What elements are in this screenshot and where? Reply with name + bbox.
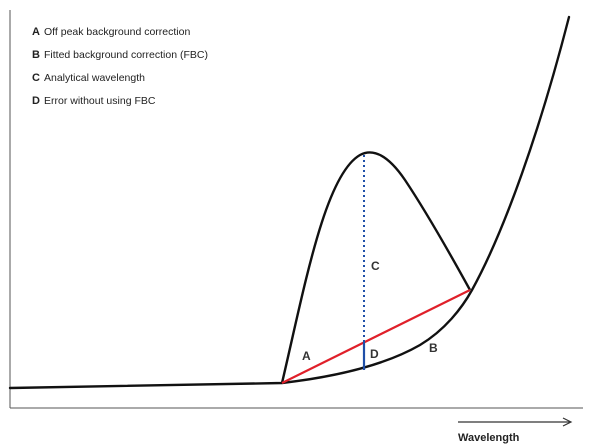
wavelength-arrow	[458, 417, 573, 427]
legend-key-d: D	[32, 95, 40, 107]
legend-item-b: B Fitted background correction (FBC)	[32, 49, 208, 61]
legend-key-a: A	[32, 26, 40, 38]
label-c: C	[371, 259, 380, 273]
legend-item-a: A Off peak background correction	[32, 26, 190, 38]
legend-text-d: Error without using FBC	[44, 95, 156, 107]
x-axis-label: Wavelength	[458, 432, 520, 444]
label-d: D	[370, 347, 379, 361]
legend: A Off peak background correction B Fitte…	[32, 26, 208, 107]
legend-item-c: C Analytical wavelength	[32, 72, 145, 84]
off-peak-background-line	[281, 289, 471, 384]
legend-item-d: D Error without using FBC	[32, 95, 156, 107]
analytical-peak-curve	[280, 151, 472, 384]
label-b: B	[429, 341, 438, 355]
spectrum-background-curve	[8, 15, 571, 390]
legend-key-b: B	[32, 49, 40, 61]
legend-text-c: Analytical wavelength	[44, 72, 145, 84]
label-a: A	[302, 349, 311, 363]
legend-key-c: C	[32, 72, 40, 84]
legend-text-b: Fitted background correction (FBC)	[44, 49, 208, 61]
legend-text-a: Off peak background correction	[44, 26, 190, 38]
